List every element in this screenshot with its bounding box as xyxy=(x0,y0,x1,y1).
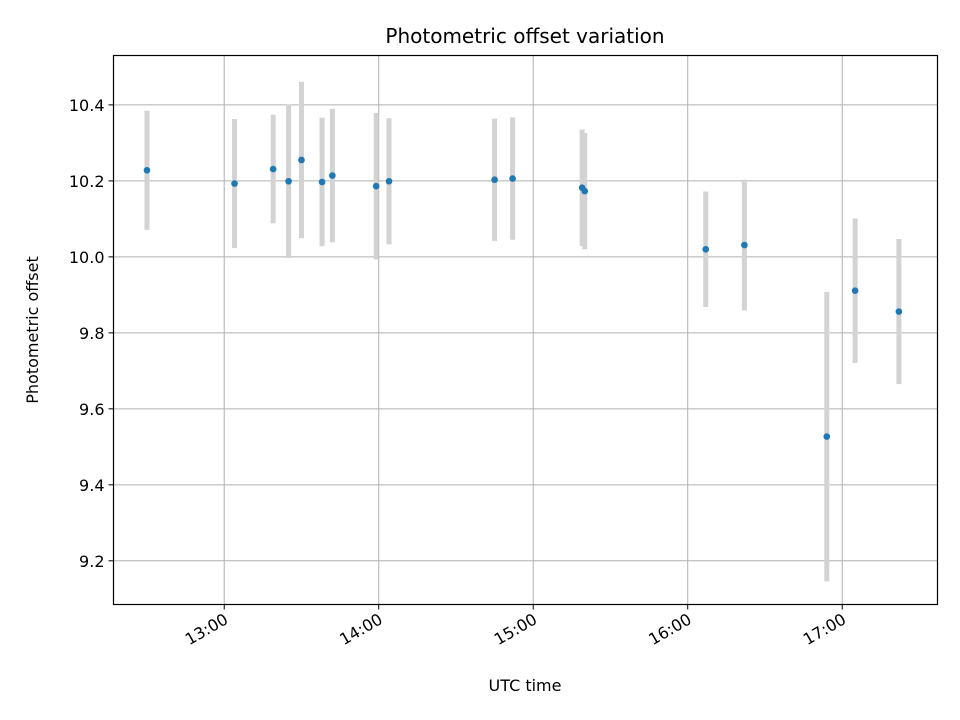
y-tick-label: 9.6 xyxy=(79,400,104,419)
x-axis-label: UTC time xyxy=(489,676,562,695)
y-tick-label: 9.2 xyxy=(79,552,104,571)
data-point xyxy=(823,433,831,440)
y-tick-label: 9.4 xyxy=(79,476,104,495)
data-point xyxy=(143,166,151,174)
y-tick-label: 10.4 xyxy=(69,96,105,115)
data-point xyxy=(372,182,380,190)
y-tick-label: 10.0 xyxy=(69,248,105,267)
data-point xyxy=(298,156,305,164)
y-axis-label: Photometric offset xyxy=(23,256,42,404)
data-point xyxy=(851,287,859,294)
data-points xyxy=(143,156,903,440)
y-tick-label: 9.8 xyxy=(79,324,104,343)
data-point xyxy=(741,241,748,249)
data-point xyxy=(329,172,336,179)
data-point xyxy=(509,175,516,182)
grid xyxy=(113,55,938,605)
y-tick-label: 10.2 xyxy=(69,172,105,191)
data-point xyxy=(581,187,589,195)
data-point xyxy=(318,178,326,186)
data-point xyxy=(702,245,710,253)
chart-title: Photometric offset variation xyxy=(385,24,664,48)
data-point xyxy=(895,308,903,315)
plot-frame xyxy=(112,54,939,606)
data-point xyxy=(285,177,292,185)
y-axis-ticks: 9.2 9.4 9.6 9.8 10.0 10.2 10.4 xyxy=(69,96,114,571)
data-point xyxy=(231,180,238,187)
data-point xyxy=(269,165,277,173)
data-point xyxy=(491,176,498,184)
data-point xyxy=(385,177,393,185)
